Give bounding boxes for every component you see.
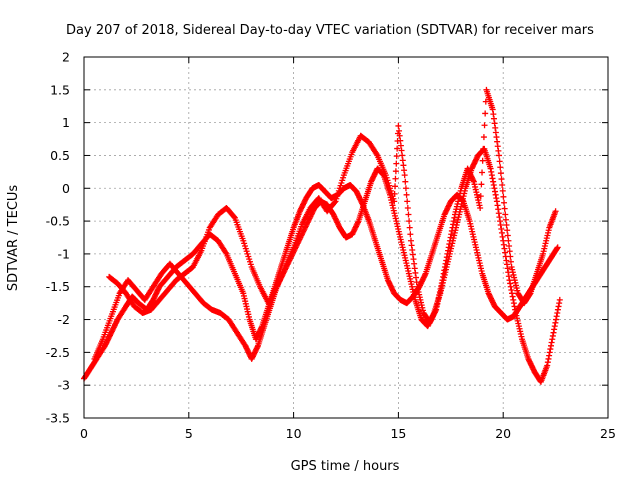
y-tick-label: -2.5: [46, 345, 70, 360]
x-axis-title: GPS time / hours: [291, 459, 400, 474]
data-point: [401, 172, 408, 179]
data-point: [503, 222, 510, 229]
data-point: [501, 199, 508, 206]
data-point: [556, 296, 563, 303]
data-point: [481, 122, 488, 129]
data-point: [554, 244, 561, 251]
data-point: [497, 164, 504, 171]
data-point: [479, 169, 486, 176]
data-point: [331, 199, 338, 206]
data-point: [479, 157, 486, 164]
series-trace-c: [106, 86, 559, 326]
chart-title: Day 207 of 2018, Sidereal Day-to-day VTE…: [66, 23, 594, 38]
data-point: [496, 158, 503, 165]
data-point: [505, 237, 512, 244]
data-point: [392, 168, 399, 175]
y-tick-label: -3.5: [46, 411, 70, 426]
y-tick-label: -1.5: [46, 279, 70, 294]
y-tick-label: 2: [62, 50, 70, 65]
series-trace-a: [81, 181, 561, 382]
data-point: [480, 145, 487, 152]
data-point: [404, 198, 411, 205]
y-tick-label: 1.5: [50, 82, 70, 97]
data-point: [478, 181, 485, 188]
data-point: [406, 218, 413, 225]
y-tick-label: 0: [62, 181, 70, 196]
x-tick-label: 15: [390, 426, 406, 441]
data-point: [392, 183, 399, 190]
data-point: [502, 211, 509, 218]
y-axis-title: SDTVAR / TECUs: [6, 185, 21, 292]
data-point: [394, 145, 401, 152]
data-point: [477, 193, 484, 200]
data-point: [507, 258, 514, 265]
data-point: [402, 178, 409, 185]
data-point: [500, 193, 507, 200]
x-tick-label: 10: [286, 426, 302, 441]
data-point: [502, 216, 509, 223]
data-point: [391, 198, 398, 205]
y-tick-label: 1: [62, 115, 70, 130]
y-tick-label: -1: [58, 246, 70, 261]
data-point: [501, 205, 508, 212]
data-point: [393, 153, 400, 160]
series-trace-b: [91, 145, 563, 385]
x-tick-label: 25: [600, 426, 616, 441]
data-point: [506, 243, 513, 250]
data-point: [406, 224, 413, 231]
data-points: [81, 86, 563, 385]
data-point: [496, 152, 503, 159]
data-point: [506, 248, 513, 255]
x-tick-label: 5: [185, 426, 193, 441]
data-point: [391, 190, 398, 197]
y-tick-label: -3: [58, 378, 70, 393]
data-point: [403, 191, 410, 198]
data-point: [504, 227, 511, 234]
x-tick-label: 0: [80, 426, 88, 441]
data-point: [477, 204, 484, 211]
y-tick-label: 0.5: [50, 148, 70, 163]
data-point: [504, 232, 511, 239]
y-tick-label: -2: [58, 312, 70, 327]
data-point: [507, 253, 514, 260]
data-point: [407, 231, 414, 238]
data-point: [392, 175, 399, 182]
data-point: [482, 110, 489, 117]
data-point: [497, 170, 504, 177]
data-point: [404, 204, 411, 211]
y-tick-label: -0.5: [46, 214, 70, 229]
data-point: [499, 181, 506, 188]
data-point: [393, 160, 400, 167]
data-point: [402, 185, 409, 192]
data-point: [222, 249, 229, 256]
plot-frame: [83, 56, 609, 419]
data-point: [498, 176, 505, 183]
axis-ticks: 0 5 10 15 20 25 -3.5 -3 -2.5 -2 -1.5 -1 -0.5 0 0.5 1 1.5…: [46, 50, 616, 442]
data-point: [373, 151, 380, 158]
data-point: [231, 213, 238, 220]
data-point: [405, 211, 412, 218]
data-point: [499, 187, 506, 194]
grid-lines: [84, 57, 608, 418]
data-point: [480, 134, 487, 141]
data-point: [552, 208, 559, 215]
x-tick-label: 20: [495, 426, 511, 441]
